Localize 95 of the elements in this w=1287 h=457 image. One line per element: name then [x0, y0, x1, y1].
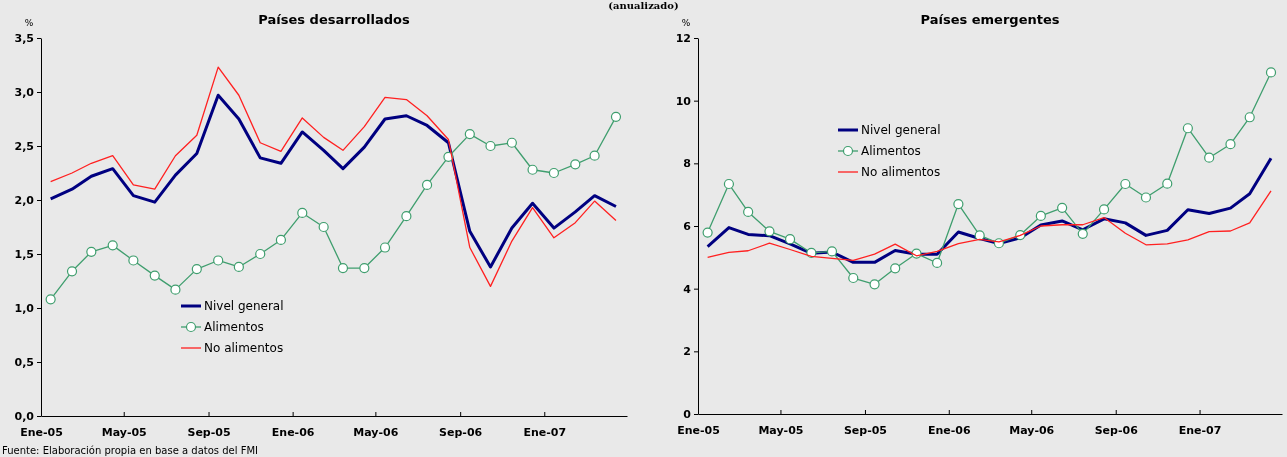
y-tick-label: 0	[683, 408, 692, 422]
point	[1244, 112, 1255, 123]
text: (anualizado)	[608, 0, 679, 11]
point	[485, 140, 496, 152]
point	[1120, 178, 1131, 190]
legend-label: Alimentos	[861, 144, 921, 158]
x-tick-label: Ene-05	[677, 423, 720, 437]
y-tick-label: 3,5	[14, 32, 34, 46]
line-series	[706, 190, 1272, 262]
y-tick-label: 10	[675, 94, 692, 108]
point	[506, 137, 517, 148]
point	[1204, 152, 1215, 163]
point	[297, 207, 308, 219]
y-tick-label: 12	[675, 32, 691, 46]
x-tick-label: May-06	[1009, 423, 1055, 437]
x-tick-label: Ene-06	[271, 425, 315, 439]
point	[1140, 192, 1152, 203]
point	[1057, 202, 1068, 213]
y-tick-label: 4	[683, 282, 692, 296]
point	[548, 167, 560, 179]
point	[527, 164, 538, 175]
point	[86, 246, 97, 257]
point	[570, 159, 581, 170]
point	[318, 221, 329, 233]
legend-label: Nivel general	[204, 299, 284, 313]
point	[464, 129, 475, 140]
legend-label: No alimentos	[204, 341, 284, 355]
legend-label: Alimentos	[204, 320, 264, 334]
point	[1035, 210, 1046, 222]
y-tick-label: 0,0	[14, 410, 35, 424]
y-axis-title: %	[24, 18, 34, 28]
line-series	[50, 66, 617, 288]
y-axis-title: %	[681, 18, 691, 28]
point	[932, 257, 943, 269]
point	[45, 294, 56, 305]
y-tick-label: 3,0	[14, 86, 35, 100]
point	[764, 226, 775, 237]
point	[107, 240, 118, 251]
x-tick-label: Ene-05	[20, 425, 63, 439]
point	[702, 227, 713, 238]
point	[1098, 204, 1110, 215]
chart-title: Países emergentes	[920, 12, 1060, 27]
source-note: Fuente: Elaboración propia en base a datos del FMI	[2, 445, 258, 456]
x-tick-label: Ene-07	[523, 425, 567, 439]
point	[379, 242, 391, 253]
point	[149, 270, 160, 281]
legend-label: Nivel general	[861, 123, 941, 137]
point	[848, 272, 859, 284]
y-tick-label: 2,5	[14, 140, 34, 154]
y-tick-label: 1,5	[14, 248, 34, 262]
x-tick-label: May-05	[758, 423, 804, 437]
y-tick-label: 8	[683, 157, 691, 171]
x-tick-label: Ene-06	[927, 423, 971, 437]
point	[1077, 228, 1088, 239]
chart-title: Países desarrollados	[258, 12, 410, 27]
point	[401, 211, 412, 222]
point	[337, 262, 349, 274]
point	[275, 234, 287, 246]
point	[1162, 178, 1173, 189]
point	[589, 150, 600, 161]
line-series	[49, 93, 618, 269]
point	[723, 178, 735, 190]
point	[1265, 67, 1277, 78]
y-tick-label: 1,0	[14, 302, 35, 316]
x-tick-label: Ene-07	[1178, 423, 1222, 437]
point	[743, 206, 754, 217]
x-tick-label: May-06	[353, 425, 399, 439]
point	[421, 179, 433, 190]
point	[191, 264, 202, 275]
x-tick-label: Sep-05	[187, 425, 231, 439]
y-tick-label: 0,5	[14, 356, 34, 370]
point	[1182, 123, 1193, 134]
y-tick-label: 2	[683, 345, 691, 359]
point	[66, 266, 78, 277]
x-tick-label: May-05	[101, 425, 147, 439]
point	[784, 234, 796, 245]
y-tick-label: 6	[683, 220, 692, 234]
point	[869, 279, 880, 290]
point	[610, 111, 622, 122]
x-tick-label: Sep-06	[439, 425, 483, 439]
point	[359, 262, 370, 274]
point	[1225, 139, 1236, 150]
point	[890, 263, 901, 274]
point	[255, 248, 266, 260]
x-tick-label: Sep-05	[843, 423, 888, 437]
legend-label: No alimentos	[861, 165, 941, 179]
point	[826, 246, 838, 257]
y-tick-label: 2,0	[14, 194, 35, 208]
point	[953, 198, 964, 210]
point	[170, 284, 181, 295]
x-tick-label: Sep-06	[1094, 423, 1139, 437]
point	[233, 261, 244, 273]
point	[213, 255, 224, 266]
point	[128, 255, 139, 266]
point	[974, 230, 985, 241]
